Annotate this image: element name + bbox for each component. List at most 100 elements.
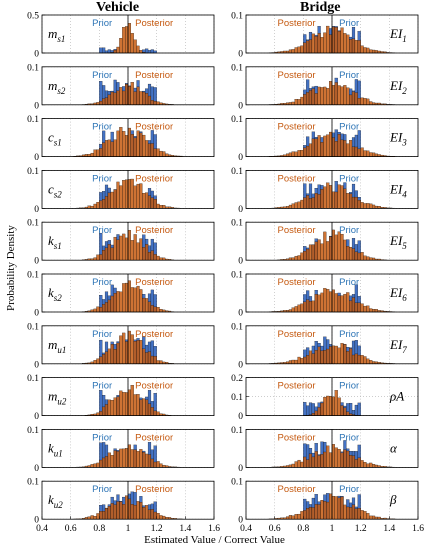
plot-frame bbox=[245, 14, 419, 54]
posterior-bar bbox=[326, 395, 330, 416]
posterior-bar bbox=[119, 235, 123, 261]
y-tick-label: 0 bbox=[238, 309, 243, 319]
posterior-bar bbox=[116, 130, 120, 157]
posterior-bar bbox=[133, 185, 137, 209]
prior-label: Prior bbox=[92, 173, 112, 184]
subplot-bridge-7: 0 0.1 Prior Posterior EI7 bbox=[231, 322, 419, 370]
posterior-bar bbox=[133, 341, 137, 364]
prior-bar bbox=[150, 49, 154, 54]
posterior-bar bbox=[331, 229, 335, 261]
bridge-column-title: Bridge bbox=[300, 0, 341, 15]
posterior-bar bbox=[133, 137, 137, 157]
posterior-bar bbox=[366, 203, 370, 209]
posterior-label: Posterior bbox=[135, 329, 173, 340]
posterior-bar bbox=[349, 348, 353, 364]
posterior-bar bbox=[323, 135, 327, 157]
posterior-bar bbox=[127, 280, 131, 313]
posterior-bar bbox=[337, 85, 341, 105]
posterior-bar bbox=[303, 197, 307, 209]
posterior-bar bbox=[145, 453, 149, 468]
x-tick-label: 1.6 bbox=[208, 524, 220, 534]
prior-label: Prior bbox=[92, 484, 112, 495]
posterior-bar bbox=[145, 93, 149, 105]
parameter-label: EI6 bbox=[389, 285, 407, 303]
posterior-bar bbox=[326, 241, 330, 261]
posterior-bar bbox=[130, 504, 134, 520]
posterior-bar bbox=[107, 139, 111, 157]
posterior-bar bbox=[288, 360, 292, 364]
posterior-bar bbox=[331, 289, 335, 313]
posterior-bar bbox=[346, 87, 350, 105]
posterior-bar bbox=[354, 353, 358, 364]
posterior-bar bbox=[306, 508, 310, 520]
subplot-vehicle-10: 0 0.1 Prior Posterior ku2 0.4 0.6 0.8 1 1.2 1.4 1.6 bbox=[27, 478, 220, 535]
y-tick-label: 0 bbox=[34, 464, 39, 474]
posterior-bar bbox=[294, 151, 298, 157]
posterior-bar bbox=[99, 411, 103, 416]
posterior-bar bbox=[99, 511, 103, 520]
posterior-bar bbox=[297, 46, 301, 54]
posterior-bar bbox=[297, 513, 301, 520]
posterior-bar bbox=[317, 294, 321, 313]
prior-bar bbox=[102, 47, 106, 54]
posterior-bar bbox=[357, 302, 361, 313]
posterior-bar bbox=[308, 244, 313, 261]
posterior-bar bbox=[346, 193, 350, 209]
posterior-bar bbox=[343, 293, 347, 313]
posterior-bar bbox=[323, 231, 327, 261]
posterior-bar bbox=[145, 140, 149, 157]
x-tick-label: 1.2 bbox=[355, 524, 367, 534]
subplot-vehicle-8: 0 0.1 Prior Posterior mu2 bbox=[27, 374, 215, 422]
y-tick-label: 0.1 bbox=[231, 322, 243, 332]
posterior-bar bbox=[297, 255, 301, 261]
x-axis-label: Estimated Value / Correct Value bbox=[144, 534, 285, 546]
posterior-bar bbox=[107, 452, 111, 468]
x-tick-label: 1 bbox=[126, 524, 131, 534]
posterior-bar bbox=[372, 464, 376, 468]
posterior-bar bbox=[303, 356, 307, 364]
posterior-bar bbox=[343, 239, 347, 261]
posterior-bar bbox=[156, 360, 160, 364]
posterior-bar bbox=[127, 23, 131, 54]
prior-bar bbox=[303, 402, 307, 416]
posterior-bar bbox=[113, 397, 117, 416]
posterior-bar bbox=[317, 86, 321, 105]
parameter-label: EI5 bbox=[389, 233, 407, 251]
posterior-bar bbox=[323, 501, 327, 520]
posterior-bar bbox=[326, 88, 330, 105]
posterior-bar bbox=[153, 356, 157, 364]
posterior-bar bbox=[150, 355, 154, 364]
posterior-bar bbox=[125, 495, 129, 520]
posterior-bar bbox=[354, 459, 358, 468]
posterior-bar bbox=[93, 203, 97, 209]
posterior-bar bbox=[139, 449, 143, 468]
y-tick-label: 0 bbox=[34, 360, 39, 370]
posterior-bar bbox=[329, 396, 333, 416]
posterior-bar bbox=[343, 85, 347, 105]
y-tick-label: 0.1 bbox=[231, 12, 243, 22]
parameter-label: EI3 bbox=[389, 130, 407, 148]
posterior-bar bbox=[136, 130, 140, 157]
posterior-label: Posterior bbox=[278, 329, 316, 340]
posterior-bar bbox=[357, 40, 361, 54]
posterior-bar bbox=[351, 196, 356, 209]
y-tick-label: 0 bbox=[34, 101, 39, 111]
subplot-bridge-8: 0 0.1 0.2 Prior Posterior ρA bbox=[231, 374, 419, 422]
posterior-bar bbox=[130, 33, 134, 54]
posterior-bar bbox=[119, 390, 123, 416]
posterior-bar bbox=[308, 350, 313, 364]
posterior-bar bbox=[349, 455, 353, 468]
posterior-bar bbox=[125, 341, 129, 364]
posterior-bar bbox=[136, 45, 140, 54]
posterior-bar bbox=[334, 82, 338, 105]
posterior-bar bbox=[320, 142, 324, 157]
posterior-bar bbox=[323, 86, 327, 105]
posterior-bar bbox=[343, 140, 347, 157]
posterior-bar bbox=[288, 515, 292, 520]
posterior-label: Posterior bbox=[278, 225, 316, 236]
posterior-bar bbox=[130, 449, 134, 468]
posterior-bar bbox=[104, 351, 109, 364]
x-tick-label: 0.8 bbox=[93, 524, 105, 534]
posterior-bar bbox=[113, 293, 117, 313]
y-tick-label: 0.1 bbox=[27, 115, 39, 125]
